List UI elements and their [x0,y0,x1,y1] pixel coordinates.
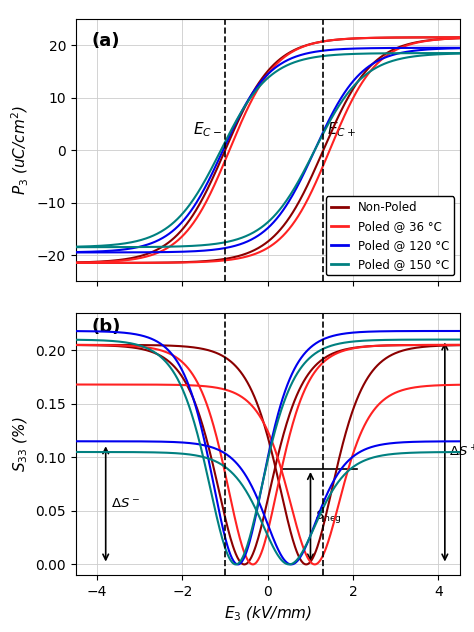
Y-axis label: $P_{3}$ (uC/cm$^2$): $P_{3}$ (uC/cm$^2$) [10,106,31,195]
Text: (a): (a) [91,32,120,50]
Y-axis label: $S_{33}$ (%): $S_{33}$ (%) [11,416,30,471]
X-axis label: $E_{3}$ (kV/mm): $E_{3}$ (kV/mm) [224,604,312,623]
Text: $E_{C-}$: $E_{C-}$ [193,120,222,139]
Text: $\Delta S^-$: $\Delta S^-$ [111,497,140,511]
Legend: Non-Poled, Poled @ 36 °C, Poled @ 120 °C, Poled @ 150 °C: Non-Poled, Poled @ 36 °C, Poled @ 120 °C… [326,197,454,276]
Text: $E_{C+}$: $E_{C+}$ [327,120,356,139]
Text: (b): (b) [91,318,120,336]
Text: $\Delta S^+$: $\Delta S^+$ [449,444,474,459]
Text: $S_{\rm neg}$: $S_{\rm neg}$ [315,508,342,525]
